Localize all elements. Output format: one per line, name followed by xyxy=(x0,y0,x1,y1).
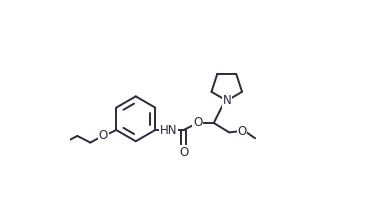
Text: O: O xyxy=(99,129,108,143)
Text: O: O xyxy=(193,116,202,129)
Text: O: O xyxy=(179,146,188,159)
Text: O: O xyxy=(238,125,247,138)
Text: HN: HN xyxy=(160,123,177,137)
Text: N: N xyxy=(223,94,231,107)
